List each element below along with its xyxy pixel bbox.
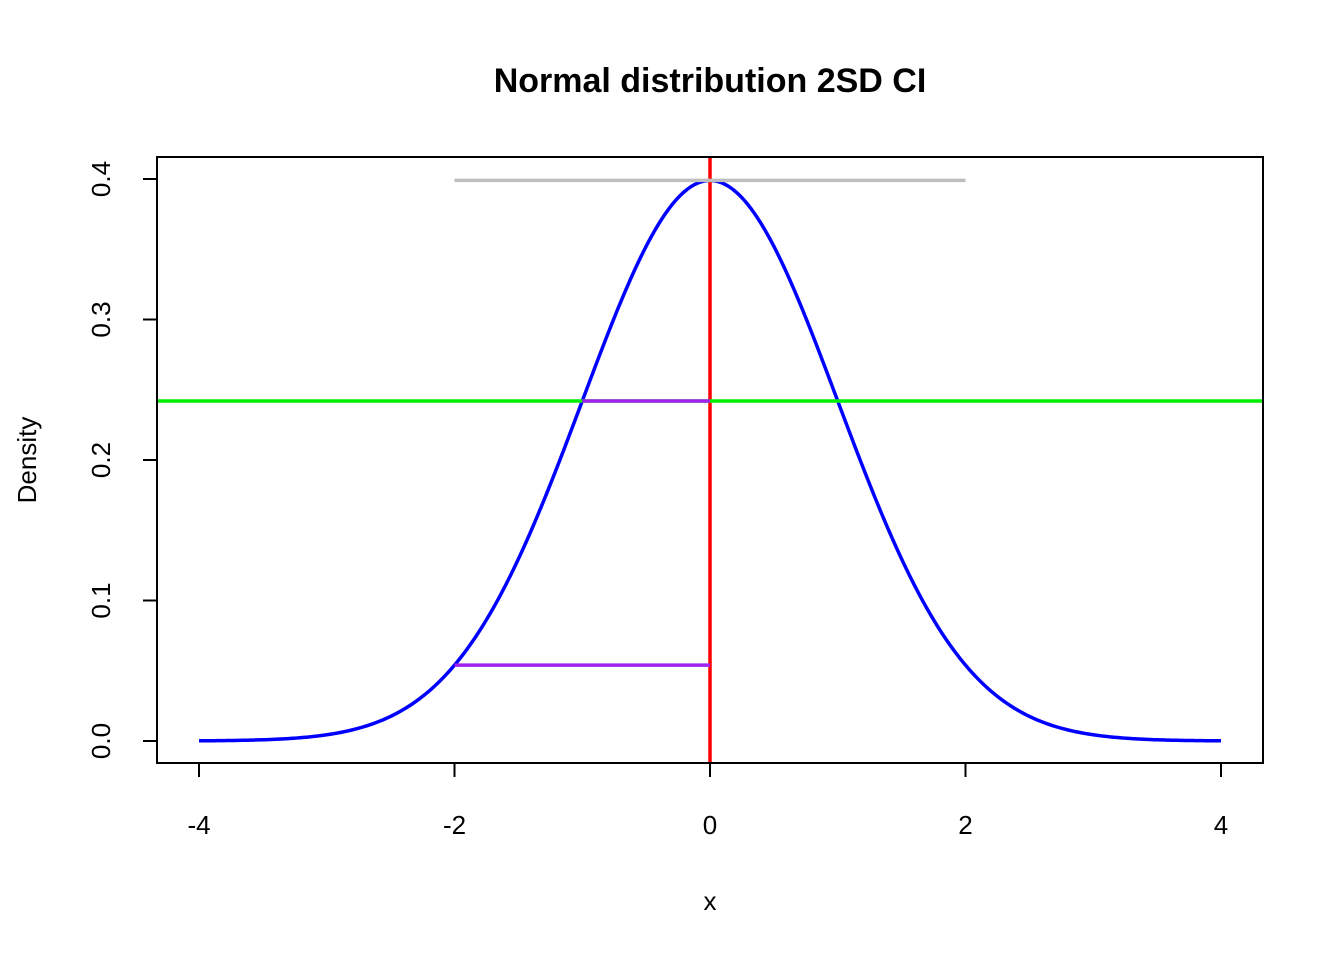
y-tick-label: 0.4 (86, 161, 116, 197)
x-tick-label: 0 (703, 810, 717, 840)
y-tick-label: 0.2 (86, 442, 116, 478)
x-tick-label: -2 (443, 810, 466, 840)
y-axis-label: Density (12, 417, 42, 504)
x-axis-label: x (704, 886, 717, 916)
x-tick-label: 2 (958, 810, 972, 840)
y-axis: 0.0 0.1 0.2 0.3 0.4 (86, 161, 158, 759)
y-tick-label: 0.0 (86, 723, 116, 759)
chart-title: Normal distribution 2SD CI (494, 62, 927, 100)
plot-frame (156, 156, 1264, 764)
x-tick-label: -4 (187, 810, 210, 840)
y-tick-label: 0.1 (86, 582, 116, 618)
y-tick-label: 0.3 (86, 301, 116, 337)
x-tick-label: 4 (1214, 810, 1228, 840)
x-axis: -4 -2 0 2 4 (187, 762, 1228, 840)
plot-marks (157, 157, 1263, 763)
